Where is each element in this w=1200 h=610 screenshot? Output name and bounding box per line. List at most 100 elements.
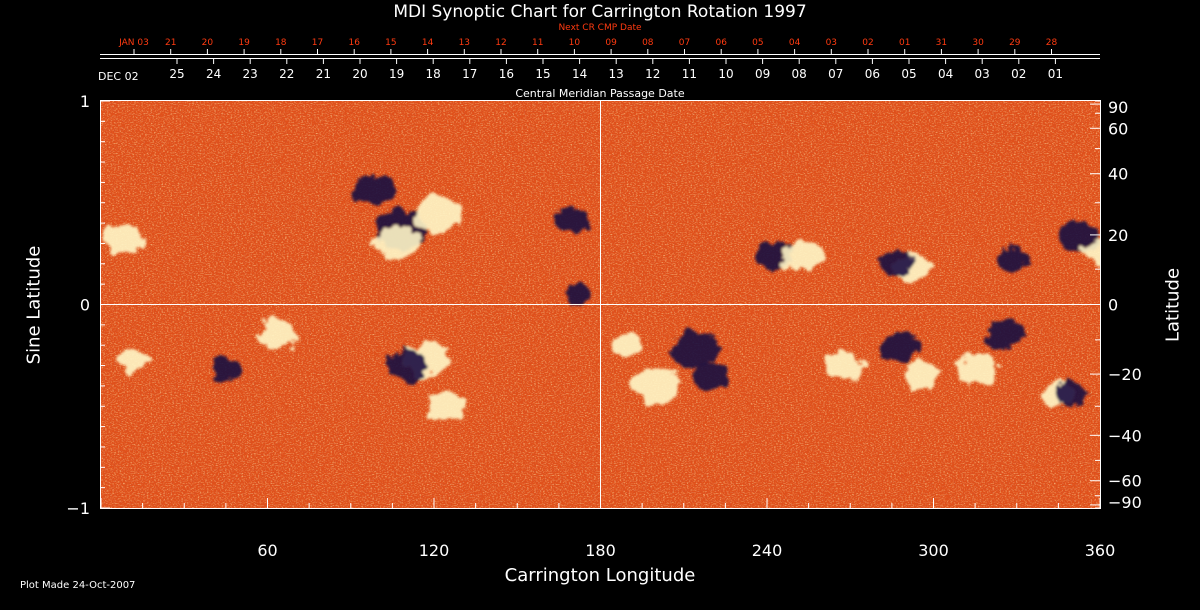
active-region-negative xyxy=(996,248,1027,272)
active-region-positive xyxy=(375,226,421,261)
active-region-negative xyxy=(986,320,1025,350)
y-axis-right: 90 60 40 20 0 −20 −40 −60 −90 xyxy=(1090,98,1142,512)
cmp-tick-label: 25 xyxy=(169,67,184,81)
y-tick-right-label: 60 xyxy=(1108,119,1128,138)
active-region-positive xyxy=(782,239,824,272)
cmp-tick-label: 01 xyxy=(1048,67,1063,81)
next-cr-tick-label: 09 xyxy=(605,38,617,48)
active-region-negative xyxy=(385,349,427,382)
next-cr-label: Next CR CMP Date xyxy=(558,23,642,33)
next-cr-tick-label: 12 xyxy=(495,38,506,48)
cmp-tick-label: 16 xyxy=(499,67,514,81)
active-region-negative xyxy=(555,208,590,235)
next-cr-tick-label: 21 xyxy=(165,38,176,48)
cmp-tick-label: 18 xyxy=(426,67,441,81)
cmp-tick-label: 05 xyxy=(901,67,916,81)
next-cr-tick-label: 13 xyxy=(459,38,470,48)
cmp-tick-label: 04 xyxy=(938,67,953,81)
active-regions xyxy=(104,174,1100,419)
y-tick-left-label: −1 xyxy=(66,499,90,518)
y-tick-right-label: −20 xyxy=(1108,365,1142,384)
x-tick-label: 240 xyxy=(752,541,783,560)
cmp-tick-label: 23 xyxy=(243,67,258,81)
active-region-negative xyxy=(692,363,731,393)
next-cr-tick-label: 01 xyxy=(899,38,910,48)
y-tick-right-label: 20 xyxy=(1108,226,1128,245)
active-region-positive xyxy=(957,353,999,386)
cmp-tick-label: 09 xyxy=(755,67,770,81)
next-cr-tick-label: 05 xyxy=(752,38,763,48)
next-cr-tick-label: 29 xyxy=(1009,38,1021,48)
active-region-negative xyxy=(213,358,244,382)
y-tick-right-label: −90 xyxy=(1108,493,1142,512)
active-region-negative xyxy=(881,332,919,362)
active-region-positive xyxy=(119,349,150,374)
cmp-tick-label: 15 xyxy=(535,67,550,81)
active-region-negative xyxy=(753,241,792,271)
next-cr-tick-label: 31 xyxy=(936,38,947,48)
cmp-tick-label: 20 xyxy=(352,67,367,81)
cmp-tick-label: 08 xyxy=(792,67,807,81)
next-cr-tick-label: 03 xyxy=(826,38,837,48)
next-cr-tick-label: 30 xyxy=(972,38,984,48)
cmp-tick-label: 12 xyxy=(645,67,660,81)
next-cr-tick-label: 04 xyxy=(789,38,801,48)
cmp-tick-label: 06 xyxy=(865,67,880,81)
plot-made-note: Plot Made 24-Oct-2007 xyxy=(20,580,136,591)
next-cr-tick-label: 18 xyxy=(275,38,287,48)
y-tick-right-label: −40 xyxy=(1108,426,1142,445)
y-tick-right-label: 90 xyxy=(1108,98,1128,117)
active-region-positive xyxy=(825,351,864,380)
next-cr-tick-label: 16 xyxy=(348,38,360,48)
active-region-positive xyxy=(631,367,681,405)
active-region-positive xyxy=(611,332,646,359)
cmp-tick-label: 02 xyxy=(1011,67,1026,81)
top-date-axis: JAN 03 21 20 19 18 17 16 15 14 13 12 11 10 09 08 07 06 05… xyxy=(100,38,1100,81)
crosshair xyxy=(101,101,1100,508)
active-region-negative xyxy=(565,284,592,305)
cmp-tick-label: 03 xyxy=(975,67,990,81)
y-tick-right-label: −60 xyxy=(1108,472,1142,491)
x-tick-label: 300 xyxy=(918,541,949,560)
cmp-tick-label: 17 xyxy=(462,67,477,81)
cmp-tick-label: 11 xyxy=(682,67,697,81)
y-tick-right-label: 0 xyxy=(1108,296,1118,315)
cmp-tick-label: 14 xyxy=(572,67,587,81)
next-cr-tick-label: 11 xyxy=(532,38,543,48)
y-tick-left-label: 0 xyxy=(80,296,90,315)
active-region-positive xyxy=(259,320,298,350)
active-region-negative xyxy=(1057,382,1088,406)
y-axis-left-label: Sine Latitude xyxy=(23,245,45,365)
next-cr-tick-label: 28 xyxy=(1046,38,1058,48)
active-region-positive xyxy=(900,361,939,391)
cmp-tick-label: 07 xyxy=(828,67,843,81)
x-axis: 60 120 180 240 300 360 xyxy=(100,498,1116,560)
chart-title: MDI Synoptic Chart for Carrington Rotati… xyxy=(393,2,807,22)
next-cr-tick-label: 19 xyxy=(238,38,250,48)
active-region-positive xyxy=(412,196,461,234)
next-cr-tick-label: 06 xyxy=(715,38,727,48)
next-cr-tick-label: 02 xyxy=(862,38,873,48)
y-tick-left-label: 1 xyxy=(80,92,90,111)
cmp-tick-label: 22 xyxy=(279,67,294,81)
cmp-tick-label: 13 xyxy=(609,67,624,81)
next-cr-tick-label: 20 xyxy=(202,38,214,48)
active-region-negative xyxy=(880,250,915,277)
next-cr-tick-label: 07 xyxy=(679,38,690,48)
next-cr-tick-label: JAN 03 xyxy=(118,38,149,48)
next-cr-tick-label: 17 xyxy=(312,38,323,48)
x-axis-label: Carrington Longitude xyxy=(504,565,696,586)
next-cr-tick-label: 10 xyxy=(569,38,581,48)
active-region-positive xyxy=(429,389,467,419)
active-region-positive xyxy=(104,224,142,254)
cmp-tick-label: 21 xyxy=(316,67,331,81)
y-axis-left: 1 0 −1 xyxy=(66,92,110,518)
active-region-positive xyxy=(1083,238,1100,265)
x-tick-label: 60 xyxy=(257,541,277,560)
x-tick-label: 180 xyxy=(585,541,616,560)
x-tick-label: 360 xyxy=(1085,541,1116,560)
next-cr-tick-label: 15 xyxy=(385,38,396,48)
y-tick-right-label: 40 xyxy=(1108,165,1128,184)
next-cr-tick-label: 14 xyxy=(422,38,434,48)
